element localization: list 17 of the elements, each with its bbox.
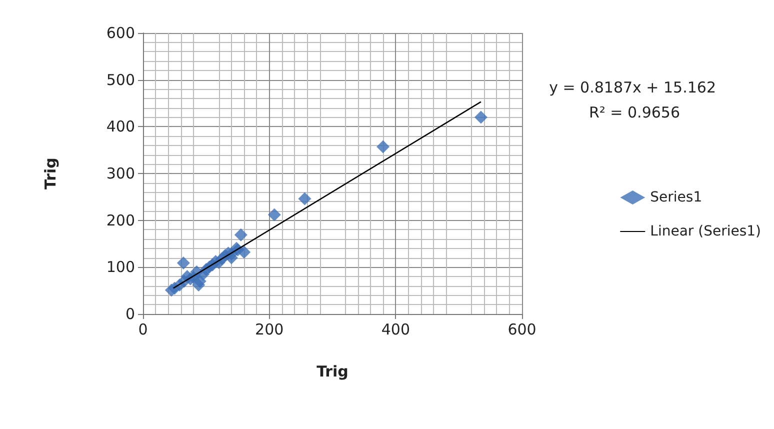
legend-label: Series1 (650, 190, 702, 206)
y-tick-label: 500 (106, 70, 135, 89)
y-tick-label: 600 (106, 24, 135, 42)
y-tick-label: 100 (106, 258, 135, 276)
x-tick-label: 600 (508, 320, 536, 338)
x-tick-label: 0 (138, 320, 148, 338)
x-tick-label: 400 (381, 320, 410, 338)
text: R² = 0.9656 (588, 104, 680, 122)
y-tick-label: 0 (125, 305, 135, 323)
y-tick-label: 300 (106, 164, 135, 182)
x-tick-label: 200 (255, 320, 284, 338)
x-axis-title: Trig (316, 362, 348, 380)
text: y = 0.8187x + 15.162 (549, 78, 716, 96)
y-tick-label: 200 (106, 211, 135, 230)
y-tick-label: 400 (106, 118, 135, 136)
legend-label: Linear (Series1) (650, 224, 762, 240)
y-axis-title: Trig (42, 158, 60, 190)
